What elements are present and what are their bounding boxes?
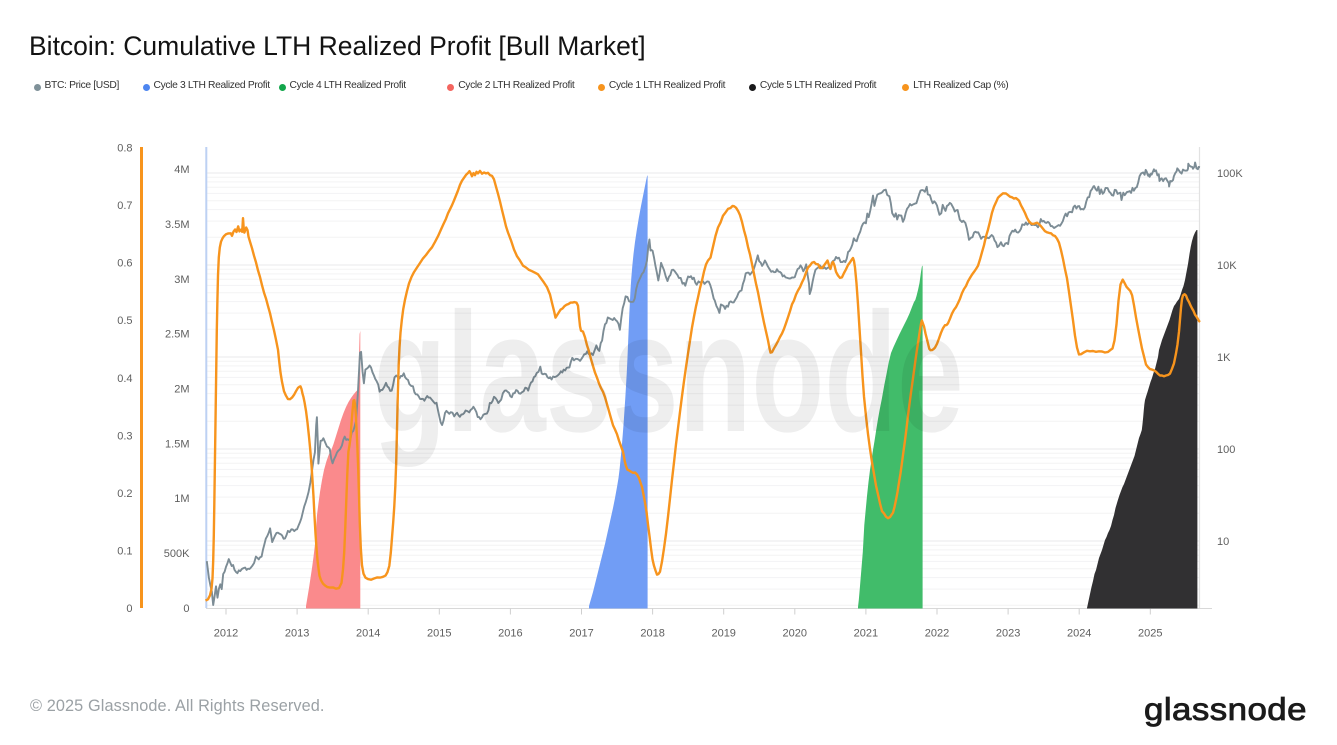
svg-text:0.3: 0.3 [117, 430, 132, 442]
svg-text:1K: 1K [1217, 352, 1231, 364]
svg-text:0: 0 [126, 603, 132, 615]
svg-text:500K: 500K [164, 548, 190, 560]
svg-text:0.5: 0.5 [117, 315, 132, 327]
svg-text:10: 10 [1217, 536, 1229, 548]
svg-text:0.7: 0.7 [117, 200, 132, 212]
svg-text:2022: 2022 [925, 628, 949, 640]
svg-text:2015: 2015 [427, 628, 451, 640]
svg-text:100K: 100K [1217, 168, 1243, 180]
svg-text:0: 0 [183, 603, 189, 615]
svg-text:glassnode: glassnode [1144, 691, 1307, 727]
svg-text:100: 100 [1217, 444, 1235, 456]
svg-text:2014: 2014 [356, 628, 380, 640]
svg-text:2012: 2012 [214, 628, 238, 640]
svg-text:3.5M: 3.5M [165, 219, 189, 231]
svg-text:2019: 2019 [711, 628, 735, 640]
svg-text:0.6: 0.6 [117, 258, 132, 270]
svg-text:2020: 2020 [783, 628, 807, 640]
svg-text:0.2: 0.2 [117, 488, 132, 500]
svg-text:1.5M: 1.5M [165, 438, 189, 450]
svg-text:2017: 2017 [569, 628, 593, 640]
svg-text:4M: 4M [174, 164, 189, 176]
svg-text:0.8: 0.8 [117, 143, 132, 155]
svg-text:3M: 3M [174, 274, 189, 286]
svg-text:1M: 1M [174, 493, 189, 505]
svg-text:2016: 2016 [498, 628, 522, 640]
svg-text:2018: 2018 [640, 628, 664, 640]
svg-text:2025: 2025 [1138, 628, 1162, 640]
svg-text:2013: 2013 [285, 628, 309, 640]
svg-text:2.5M: 2.5M [165, 329, 189, 341]
svg-text:2024: 2024 [1067, 628, 1091, 640]
svg-text:2023: 2023 [996, 628, 1020, 640]
svg-text:10K: 10K [1217, 260, 1237, 272]
svg-text:2M: 2M [174, 384, 189, 396]
svg-text:0.4: 0.4 [117, 373, 132, 385]
svg-text:2021: 2021 [854, 628, 878, 640]
svg-text:glassnode: glassnode [374, 278, 964, 468]
svg-text:0.1: 0.1 [117, 545, 132, 557]
